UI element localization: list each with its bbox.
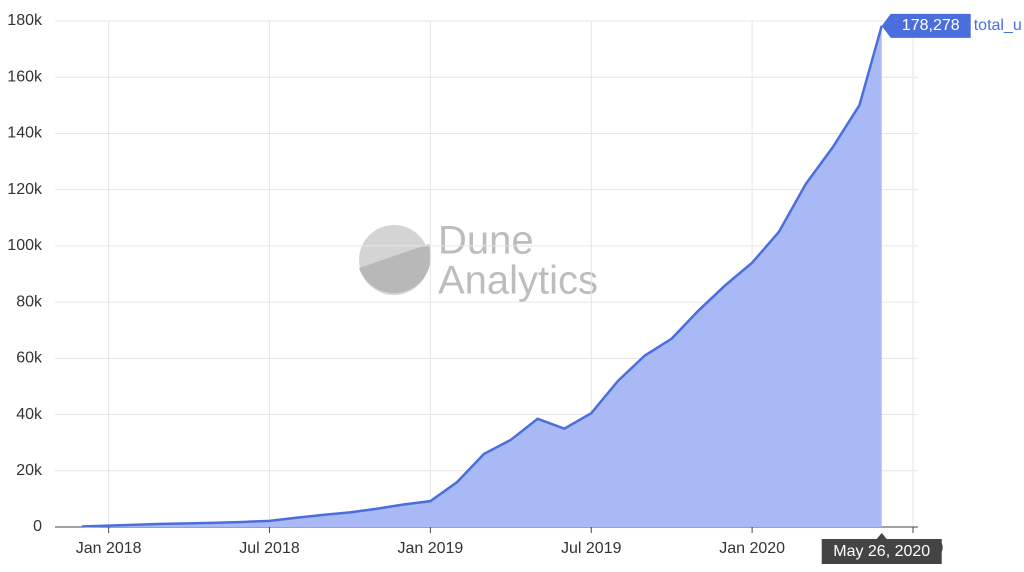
- legend-label: total_u: [974, 17, 1022, 34]
- y-tick-label: 60k: [16, 350, 43, 367]
- tooltip-date-box: [821, 533, 942, 564]
- y-tick-label: 140k: [7, 125, 43, 142]
- x-tick-label: Jan 2018: [76, 540, 142, 557]
- tooltip-value-box: [881, 13, 971, 38]
- y-tick-label: 120k: [7, 181, 43, 198]
- y-tick-label: 20k: [16, 462, 43, 479]
- x-tick-label: Jan 2019: [397, 540, 463, 557]
- watermark: Dune Analytics: [359, 219, 598, 303]
- y-tick-label: 180k: [7, 12, 43, 29]
- y-tick-label: 160k: [7, 68, 43, 85]
- x-tick-label: Jul 2019: [561, 540, 622, 557]
- y-tick-label: 80k: [16, 293, 43, 310]
- watermark-text: Analytics: [438, 259, 598, 303]
- tooltip-value: 178,278: [902, 17, 960, 34]
- y-tick-label: 0: [33, 518, 42, 535]
- y-tick-label: 40k: [16, 406, 43, 423]
- area: [81, 25, 882, 528]
- watermark-logo-part: [359, 244, 431, 293]
- y-tick-label: 100k: [7, 237, 43, 254]
- tooltip-date: May 26, 2020: [833, 543, 930, 560]
- line: [81, 25, 883, 528]
- x-tick-label: Jan 2020: [719, 540, 785, 557]
- x-tick-label: Jul 2018: [239, 540, 300, 557]
- watermark-text: Dune: [438, 219, 534, 263]
